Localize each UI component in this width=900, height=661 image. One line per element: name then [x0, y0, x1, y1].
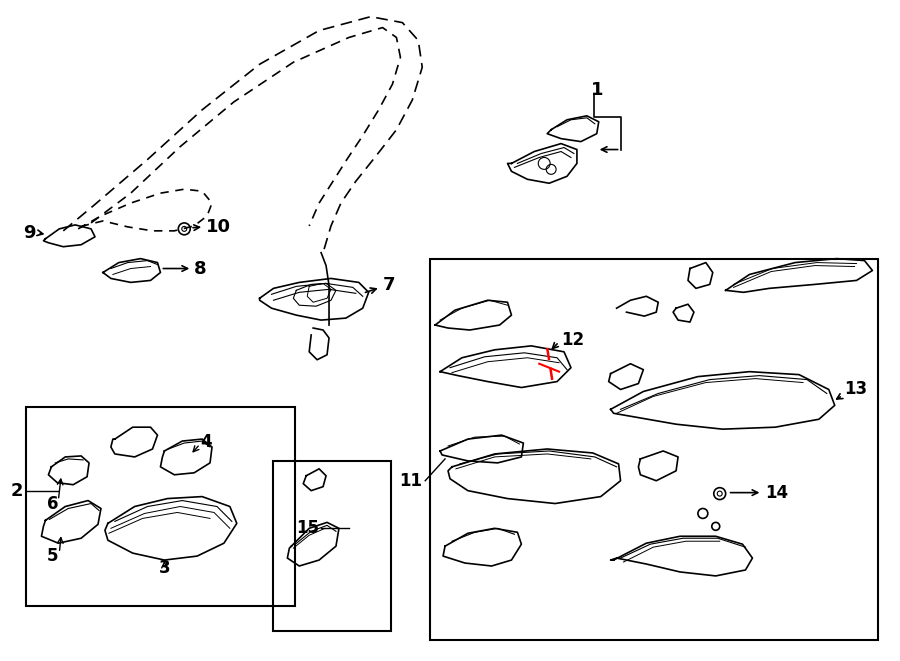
Text: 6: 6 [47, 494, 58, 512]
Text: 15: 15 [296, 520, 320, 537]
Text: 14: 14 [765, 484, 788, 502]
Text: 2: 2 [11, 482, 23, 500]
Text: 4: 4 [200, 433, 212, 451]
Text: 13: 13 [845, 381, 868, 399]
Bar [25, 407, 295, 605]
Text: 5: 5 [47, 547, 58, 565]
Text: 3: 3 [158, 559, 170, 577]
Text: 7: 7 [382, 276, 395, 294]
Bar [274, 461, 391, 631]
Text: 11: 11 [400, 472, 422, 490]
Text: 9: 9 [23, 224, 35, 242]
Text: 12: 12 [561, 331, 584, 349]
Text: 10: 10 [206, 218, 231, 236]
Bar [430, 258, 878, 641]
Text: 8: 8 [194, 260, 207, 278]
Text: 1: 1 [590, 81, 603, 99]
